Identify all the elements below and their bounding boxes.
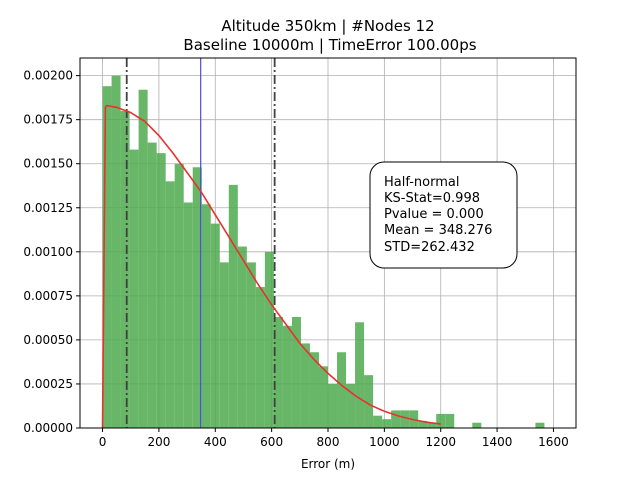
histogram-bar [337,352,347,428]
x-tick-label: 1600 [538,435,569,449]
histogram-bar [147,142,157,429]
histogram-bar [318,366,328,428]
histogram-bar [174,163,184,428]
y-tick-label: 0.00125 [23,201,73,215]
x-tick-label: 0 [99,435,107,449]
annotation-line-distribution: Half-normal [384,175,459,190]
histogram-bar [246,262,256,428]
histogram-bar [273,317,283,428]
histogram-bar [472,422,482,428]
histogram-bar [156,153,166,428]
y-tick-label: 0.00050 [23,333,73,347]
y-tick-label: 0.00175 [23,113,73,127]
histogram-bars [102,75,545,429]
x-tick-label: 800 [317,435,340,449]
histogram-bar [418,420,428,428]
histogram-bar [120,110,130,428]
histogram-bar [355,322,365,428]
y-tick-label: 0.00000 [23,421,73,435]
histogram-bar [264,251,274,428]
histogram-bar [391,410,401,428]
y-tick-label: 0.00100 [23,245,73,259]
chart-title-line2: Baseline 10000m | TimeError 100.00ps [183,36,476,54]
fit-curve-layer [101,104,441,429]
histogram-bar [129,149,139,428]
histogram-bar [291,317,301,428]
histogram-bar [111,75,121,428]
x-tick-label: 1000 [369,435,400,449]
y-tick-label: 0.00150 [23,157,73,171]
histogram-bar [210,223,220,428]
histogram-bar [300,343,310,428]
histogram-bar [364,375,374,428]
annotation-box [369,161,518,269]
histogram-bar [382,419,392,428]
annotation-line-mean: Mean = 348.276 [384,223,492,238]
x-tick-label: 600 [260,435,283,449]
stats-annotation: Half-normal KS-Stat=0.998 Pvalue = 0.000… [369,161,518,269]
fit-curve [101,104,441,429]
histogram-bar [219,262,229,428]
histogram-bar [138,89,148,428]
histogram-bar [436,413,446,428]
histogram-bar [102,86,112,428]
axis-ticks: 0 200 400 600 800 1000 1200 1400 1600 0.00000 0.00… [23,69,568,449]
histogram-bar [427,422,437,428]
x-tick-label: 400 [204,435,227,449]
y-tick-label: 0.00025 [23,377,73,391]
histogram-bar [400,410,410,428]
histogram-bar [228,184,238,428]
x-tick-label: 200 [147,435,170,449]
annotation-line-std: STD=262.432 [384,240,475,255]
y-tick-label: 0.00075 [23,289,73,303]
y-tick-label: 0.00200 [23,69,73,83]
histogram-bar [237,246,247,428]
histogram-bar [346,383,356,428]
x-tick-label: 1400 [482,435,513,449]
annotation-line-pvalue: Pvalue = 0.000 [384,207,484,222]
histogram-bar [328,383,338,428]
x-axis-label: Error (m) [301,457,355,471]
histogram-bar [183,202,193,428]
histogram-bar [192,167,202,428]
histogram-bar [165,181,175,428]
histogram-bar [445,413,455,428]
vertical-lines [125,58,276,428]
histogram-bar [373,415,383,428]
x-tick-label: 1200 [425,435,456,449]
chart-title-line1: Altitude 350km | #Nodes 12 [221,17,434,35]
histogram-bar [201,204,211,428]
histogram-bar [535,422,545,428]
annotation-line-ks-stat: KS-Stat=0.998 [384,191,480,206]
histogram-bar [282,325,292,428]
histogram-bar [255,287,265,428]
histogram-bar [309,352,319,428]
